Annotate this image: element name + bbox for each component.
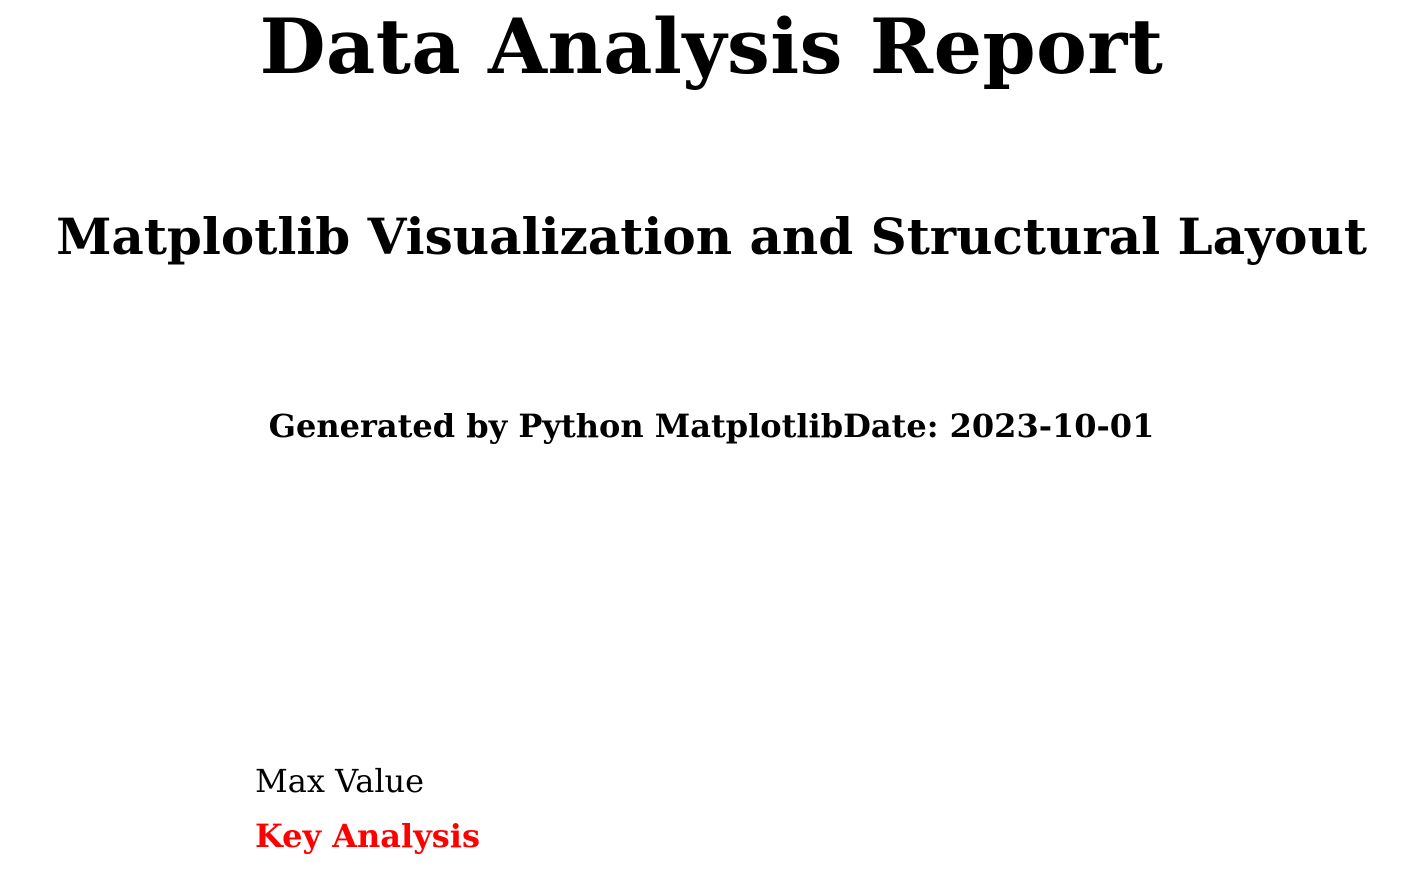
- generation-info: Generated by Python MatplotlibDate: 2023…: [268, 407, 1155, 445]
- page-title: Data Analysis Report: [259, 2, 1164, 91]
- key-analysis-label: Key Analysis: [255, 817, 480, 855]
- max-value-label: Max Value: [255, 762, 425, 800]
- page-subtitle: Matplotlib Visualization and Structural …: [56, 207, 1367, 266]
